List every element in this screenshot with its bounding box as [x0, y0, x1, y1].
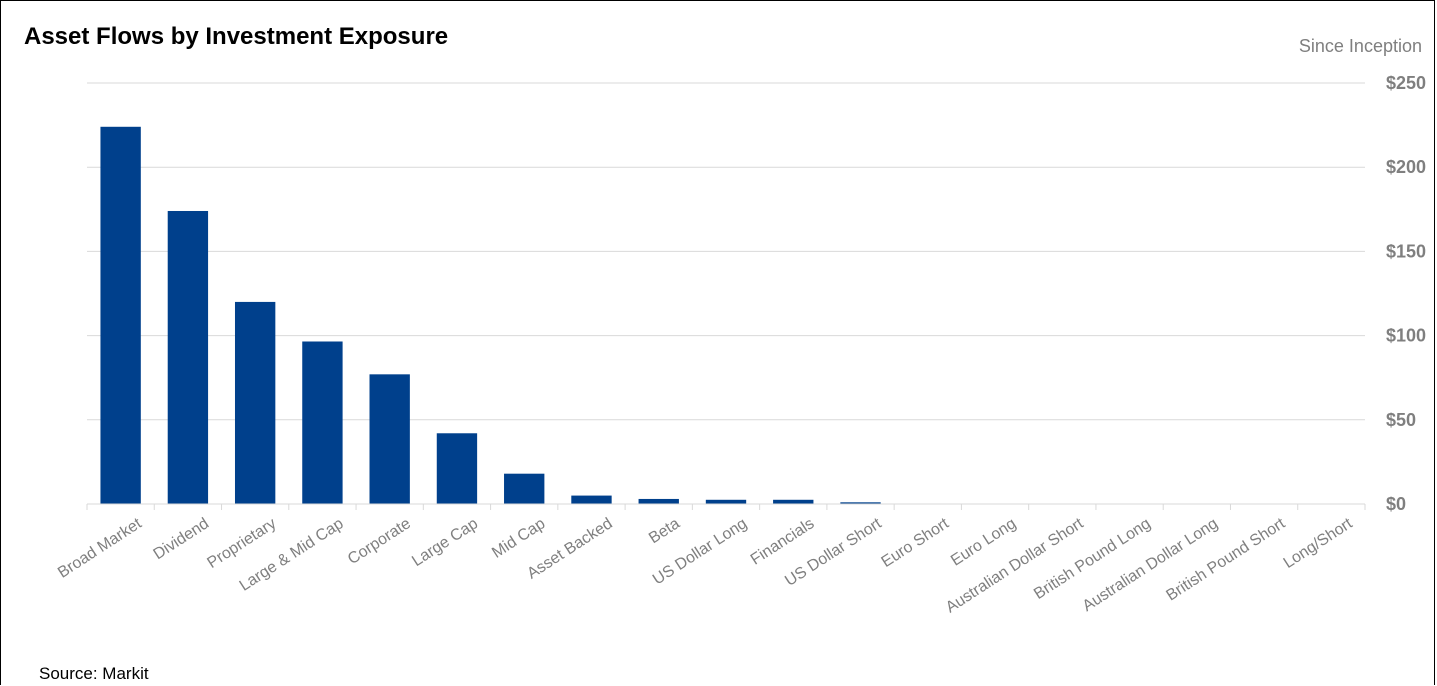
x-tick-label: British Pound Long — [1031, 515, 1154, 603]
bar — [100, 126, 141, 504]
y-tick-label: $100 — [1386, 326, 1426, 346]
chart-subtitle: Since Inception — [1298, 36, 1422, 56]
bar — [504, 473, 545, 504]
y-axis-ticks: $0 $50 $100 $150 $200 $250 — [1386, 73, 1426, 514]
bar — [369, 374, 410, 504]
x-axis — [86, 503, 1366, 510]
y-tick-label: $250 — [1386, 73, 1426, 93]
bar — [705, 499, 747, 504]
bar — [571, 495, 612, 504]
y-tick-label: $200 — [1386, 157, 1426, 177]
y-tick-label: $0 — [1386, 494, 1406, 514]
bar — [234, 301, 276, 504]
chart-title: Asset Flows by Investment Exposure — [24, 23, 449, 50]
x-tick-label: Dividend — [151, 515, 212, 563]
x-tick-label: Mid Cap — [489, 515, 548, 562]
source-note: Source: Markit — [39, 664, 149, 683]
x-tick-label: British Pound Short — [1163, 515, 1288, 605]
bar — [638, 498, 679, 504]
bar — [773, 499, 814, 504]
bar — [436, 433, 478, 504]
x-tick-label: Euro Short — [879, 515, 953, 571]
bar — [167, 210, 209, 504]
y-tick-label: $50 — [1386, 410, 1416, 430]
bar — [302, 341, 343, 504]
x-tick-label: Broad Market — [55, 515, 145, 582]
x-tick-label: Large Cap — [409, 515, 481, 570]
x-tick-label: Beta — [646, 515, 683, 547]
bar — [840, 502, 881, 504]
gridlines — [87, 82, 1365, 421]
x-tick-label: Long/Short — [1281, 515, 1356, 572]
x-tick-label: Corporate — [345, 515, 414, 568]
bars — [100, 126, 1352, 504]
y-tick-label: $150 — [1386, 241, 1426, 261]
